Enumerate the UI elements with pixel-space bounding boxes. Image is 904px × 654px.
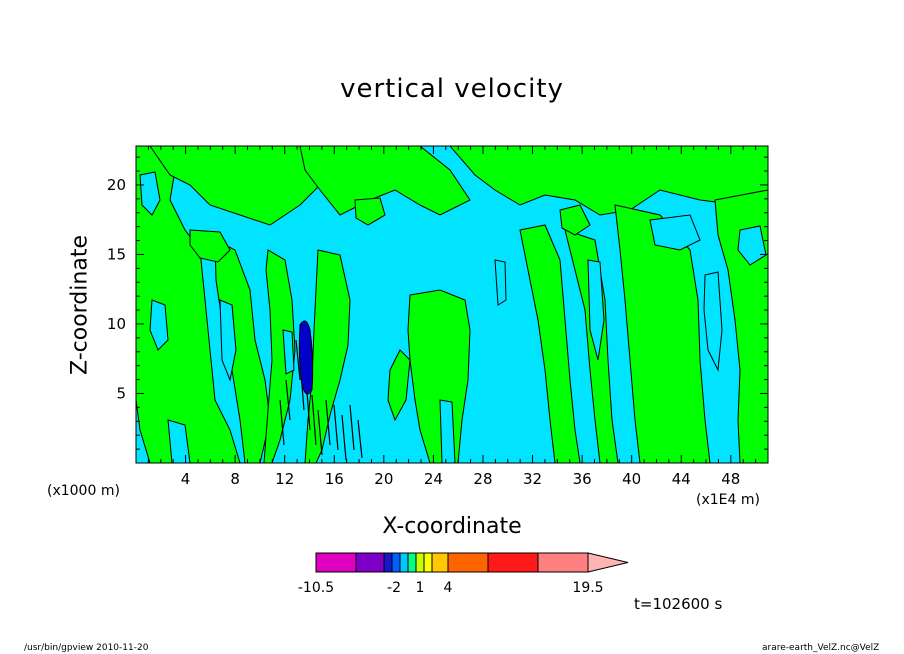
footer-left: /usr/bin/gpview 2010-11-20	[24, 643, 149, 653]
time-label: t=102600 s	[634, 595, 723, 613]
negative-region-1	[139, 171, 161, 216]
x-tick-label-12: 12	[275, 470, 294, 488]
jet-streak-6	[325, 399, 331, 446]
x-tick-label-24: 24	[424, 470, 443, 488]
negative-region-10	[494, 259, 507, 306]
x-tick-label-32: 32	[523, 470, 542, 488]
negative-region-3	[219, 299, 237, 382]
colorbar-segment-2	[355, 552, 385, 573]
y-tick-label-10: 10	[107, 315, 126, 333]
positive-region-4	[263, 249, 296, 463]
updraft-core	[298, 320, 314, 395]
x-tick-label-8: 8	[230, 470, 240, 488]
positive-region-12	[614, 204, 711, 463]
colorbar-label-4: 4	[444, 580, 453, 596]
field-contours	[136, 146, 768, 463]
jet-streak-10	[357, 419, 363, 459]
jet-streak-5	[317, 409, 323, 456]
negative-region-4	[587, 259, 605, 361]
positive-region-5	[299, 146, 471, 216]
colorbar-segment-11	[487, 552, 539, 573]
jet-streak-12	[279, 399, 285, 446]
colorbar-label-5: 19.5	[572, 580, 603, 596]
chart-title: vertical velocity	[340, 74, 564, 104]
x-unit-left: (x1000 m)	[47, 483, 120, 499]
positive-region-1	[136, 146, 241, 463]
positive-region-11	[564, 229, 619, 463]
x-tick-label-48: 48	[721, 470, 740, 488]
colorbar-segment-9	[431, 552, 449, 573]
x-tick-label-44: 44	[672, 470, 691, 488]
negative-region-2	[149, 299, 169, 351]
colorbar-overflow-arrow	[587, 552, 629, 573]
jet-streak-7	[333, 404, 339, 451]
footer-right: arare-earth_VelZ.nc@VelZ	[762, 643, 880, 653]
colorbar-segment-1	[315, 552, 357, 573]
negative-region-6	[649, 214, 701, 251]
y-tick-label-20: 20	[107, 176, 126, 194]
x-tick-label-36: 36	[573, 470, 592, 488]
positive-region-10	[519, 224, 581, 463]
jet-streak-8	[341, 414, 347, 461]
plot-frame	[135, 145, 769, 464]
x-tick-label-16: 16	[325, 470, 344, 488]
colorbar-segment-12	[537, 552, 589, 573]
negative-region-11	[282, 329, 295, 375]
y-axis-label: Z-coordinate	[67, 235, 93, 375]
negative-region-7	[737, 225, 767, 266]
jet-streak-1	[295, 339, 301, 381]
positive-region-8	[387, 349, 411, 422]
x-unit-right: (x1E4 m)	[696, 492, 760, 508]
positive-region-15	[354, 197, 386, 226]
colorbar-segment-7	[415, 552, 425, 573]
x-tick-label-20: 20	[374, 470, 393, 488]
colorbar-segment-3	[383, 552, 393, 573]
colorbar-segment-5	[399, 552, 409, 573]
colorbar-segment-10	[447, 552, 489, 573]
negative-region-8	[167, 419, 191, 463]
x-tick-label-4: 4	[181, 470, 191, 488]
negative-region-9	[439, 399, 456, 463]
negative-region-5	[703, 271, 723, 372]
x-tick-label-40: 40	[622, 470, 641, 488]
colorbar-label-2: -2	[387, 580, 401, 596]
colorbar-segment-4	[391, 552, 401, 573]
jet-streak-11	[285, 379, 291, 421]
colorbar-segment-6	[407, 552, 417, 573]
colorbar-segment-8	[423, 552, 433, 573]
x-tick-label-28: 28	[473, 470, 492, 488]
y-tick-label-15: 15	[107, 245, 126, 263]
positive-region-6	[304, 249, 351, 463]
jet-streak-4	[311, 394, 317, 446]
colorbar-label-3: 1	[416, 580, 425, 596]
colorbar-label-1: -10.5	[298, 580, 334, 596]
y-tick-label-5: 5	[116, 384, 126, 402]
positive-region-14	[189, 229, 231, 263]
positive-region-16	[559, 204, 591, 236]
x-axis-label: X-coordinate	[382, 514, 522, 539]
jet-streak-9	[349, 404, 355, 451]
